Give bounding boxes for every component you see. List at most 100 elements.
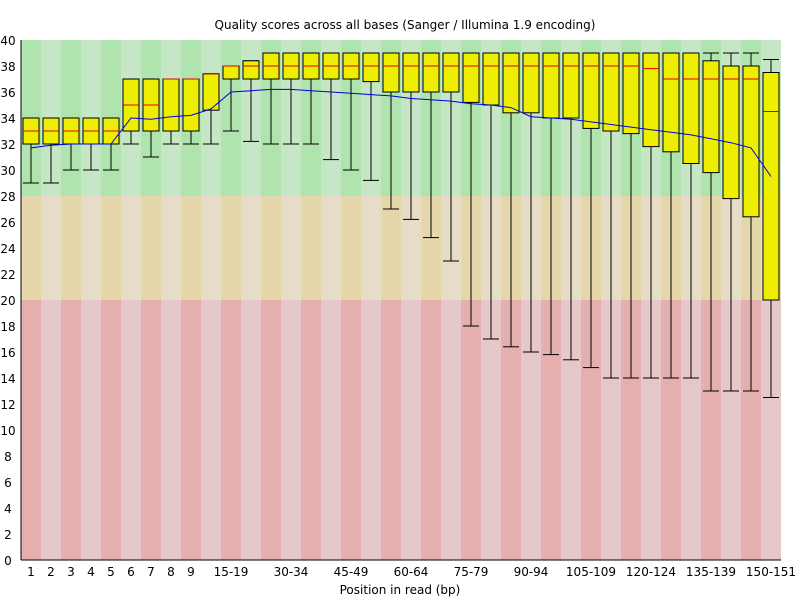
zone-poor-stripe [561, 300, 581, 560]
zone-reasonable-stripe [381, 196, 401, 300]
box-iqr [482, 52, 500, 106]
box-iqr [582, 52, 600, 129]
x-tick-labels: 1 2 3 4 5 6 7 8 9 15-19 30-34 45-49 60-64 75-79 90-94 1… [27, 565, 796, 579]
x-tick-label: 9 [187, 565, 195, 579]
zone-poor-stripe [41, 300, 61, 560]
zone-reasonable-stripe [21, 196, 41, 300]
y-tick-label: 30 [0, 164, 15, 178]
y-tick-label: 24 [0, 242, 15, 256]
box-iqr [502, 52, 520, 114]
box-iqr [622, 52, 640, 135]
zone-poor-stripe [681, 300, 701, 560]
y-tick-label: 26 [0, 216, 15, 230]
box-iqr [402, 52, 420, 93]
x-tick-label: 15-19 [214, 565, 249, 579]
box-iqr [642, 52, 660, 148]
zone-reasonable-stripe [341, 196, 361, 300]
zone-poor-stripe [181, 300, 201, 560]
box-iqr [442, 52, 460, 93]
y-tick-label: 32 [0, 138, 15, 152]
zone-poor-stripe [641, 300, 661, 560]
zone-reasonable-stripe [81, 196, 101, 300]
box-iqr [762, 72, 780, 301]
zone-reasonable-stripe [261, 196, 281, 300]
y-tick-label: 0 [4, 554, 12, 568]
box-iqr [382, 52, 400, 93]
zone-poor-stripe [321, 300, 341, 560]
x-tick-label: 90-94 [514, 565, 549, 579]
x-tick-label: 135-139 [686, 565, 736, 579]
axes [20, 40, 781, 561]
y-tick-label: 12 [0, 398, 15, 412]
zone-poor-stripe [401, 300, 421, 560]
zone-reasonable-stripe [301, 196, 321, 300]
zone-poor-stripe [521, 300, 541, 560]
zone-poor-stripe [21, 300, 41, 560]
zone-reasonable-stripe [361, 196, 381, 300]
x-tick-label: 105-109 [566, 565, 616, 579]
box-iqr [522, 52, 540, 114]
zone-reasonable-stripe [181, 196, 201, 300]
zone-poor-stripe [701, 300, 721, 560]
box-iqr [602, 52, 620, 132]
zone-poor-stripe [341, 300, 361, 560]
y-tick-label: 6 [4, 476, 12, 490]
box-iqr [742, 65, 760, 218]
x-tick-label: 6 [127, 565, 135, 579]
y-tick-label: 20 [0, 294, 15, 308]
zone-poor-stripe [481, 300, 501, 560]
zone-poor-stripe [581, 300, 601, 560]
zone-reasonable-stripe [41, 196, 61, 300]
zone-poor-stripe [461, 300, 481, 560]
box-iqr [542, 52, 560, 119]
zone-reasonable-stripe [221, 196, 241, 300]
box-iqr [462, 52, 480, 103]
y-tick-label: 40 [0, 34, 15, 48]
zone-poor-stripe [541, 300, 561, 560]
zone-poor-stripe [121, 300, 141, 560]
x-tick-label: 1 [27, 565, 35, 579]
x-tick-label: 120-124 [626, 565, 676, 579]
box-iqr [722, 65, 740, 200]
y-tick-label: 28 [0, 190, 15, 204]
zone-poor-stripe [761, 300, 781, 560]
box-iqr [242, 60, 260, 80]
chart-title: Quality scores across all bases (Sanger … [215, 18, 596, 32]
mean-line-group [30, 88, 772, 177]
x-tick-label: 75-79 [454, 565, 489, 579]
zone-poor-stripe [241, 300, 261, 560]
zone-poor-stripe [441, 300, 461, 560]
box-iqr [162, 78, 180, 132]
y-tick-label: 38 [0, 60, 15, 74]
zone-poor-stripe [61, 300, 81, 560]
zone-reasonable-stripe [421, 196, 441, 300]
zone-poor-stripe [141, 300, 161, 560]
zone-reasonable-stripe [321, 196, 341, 300]
box-iqr [182, 78, 200, 132]
y-tick-label: 18 [0, 320, 15, 334]
x-tick-label: 45-49 [334, 565, 369, 579]
boxes [22, 52, 780, 301]
box-iqr [702, 60, 720, 174]
y-tick-label: 34 [0, 112, 15, 126]
box-iqr [662, 52, 680, 153]
x-tick-label: 3 [67, 565, 75, 579]
zone-reasonable-stripe [121, 196, 141, 300]
mean-line [30, 88, 772, 177]
zone-poor-stripe [301, 300, 321, 560]
zone-poor-stripe [81, 300, 101, 560]
zone-poor-stripe [601, 300, 621, 560]
y-tick-label: 36 [0, 86, 15, 100]
x-tick-label: 150-151 [746, 565, 796, 579]
zone-poor-stripe [421, 300, 441, 560]
zone-poor-stripe [721, 300, 741, 560]
zone-poor-stripe [381, 300, 401, 560]
x-tick-label: 7 [147, 565, 155, 579]
zone-reasonable-stripe [141, 196, 161, 300]
y-tick-label: 14 [0, 372, 15, 386]
zone-poor-stripe [201, 300, 221, 560]
zone-poor-stripe [741, 300, 761, 560]
zone-reasonable-stripe [101, 196, 121, 300]
